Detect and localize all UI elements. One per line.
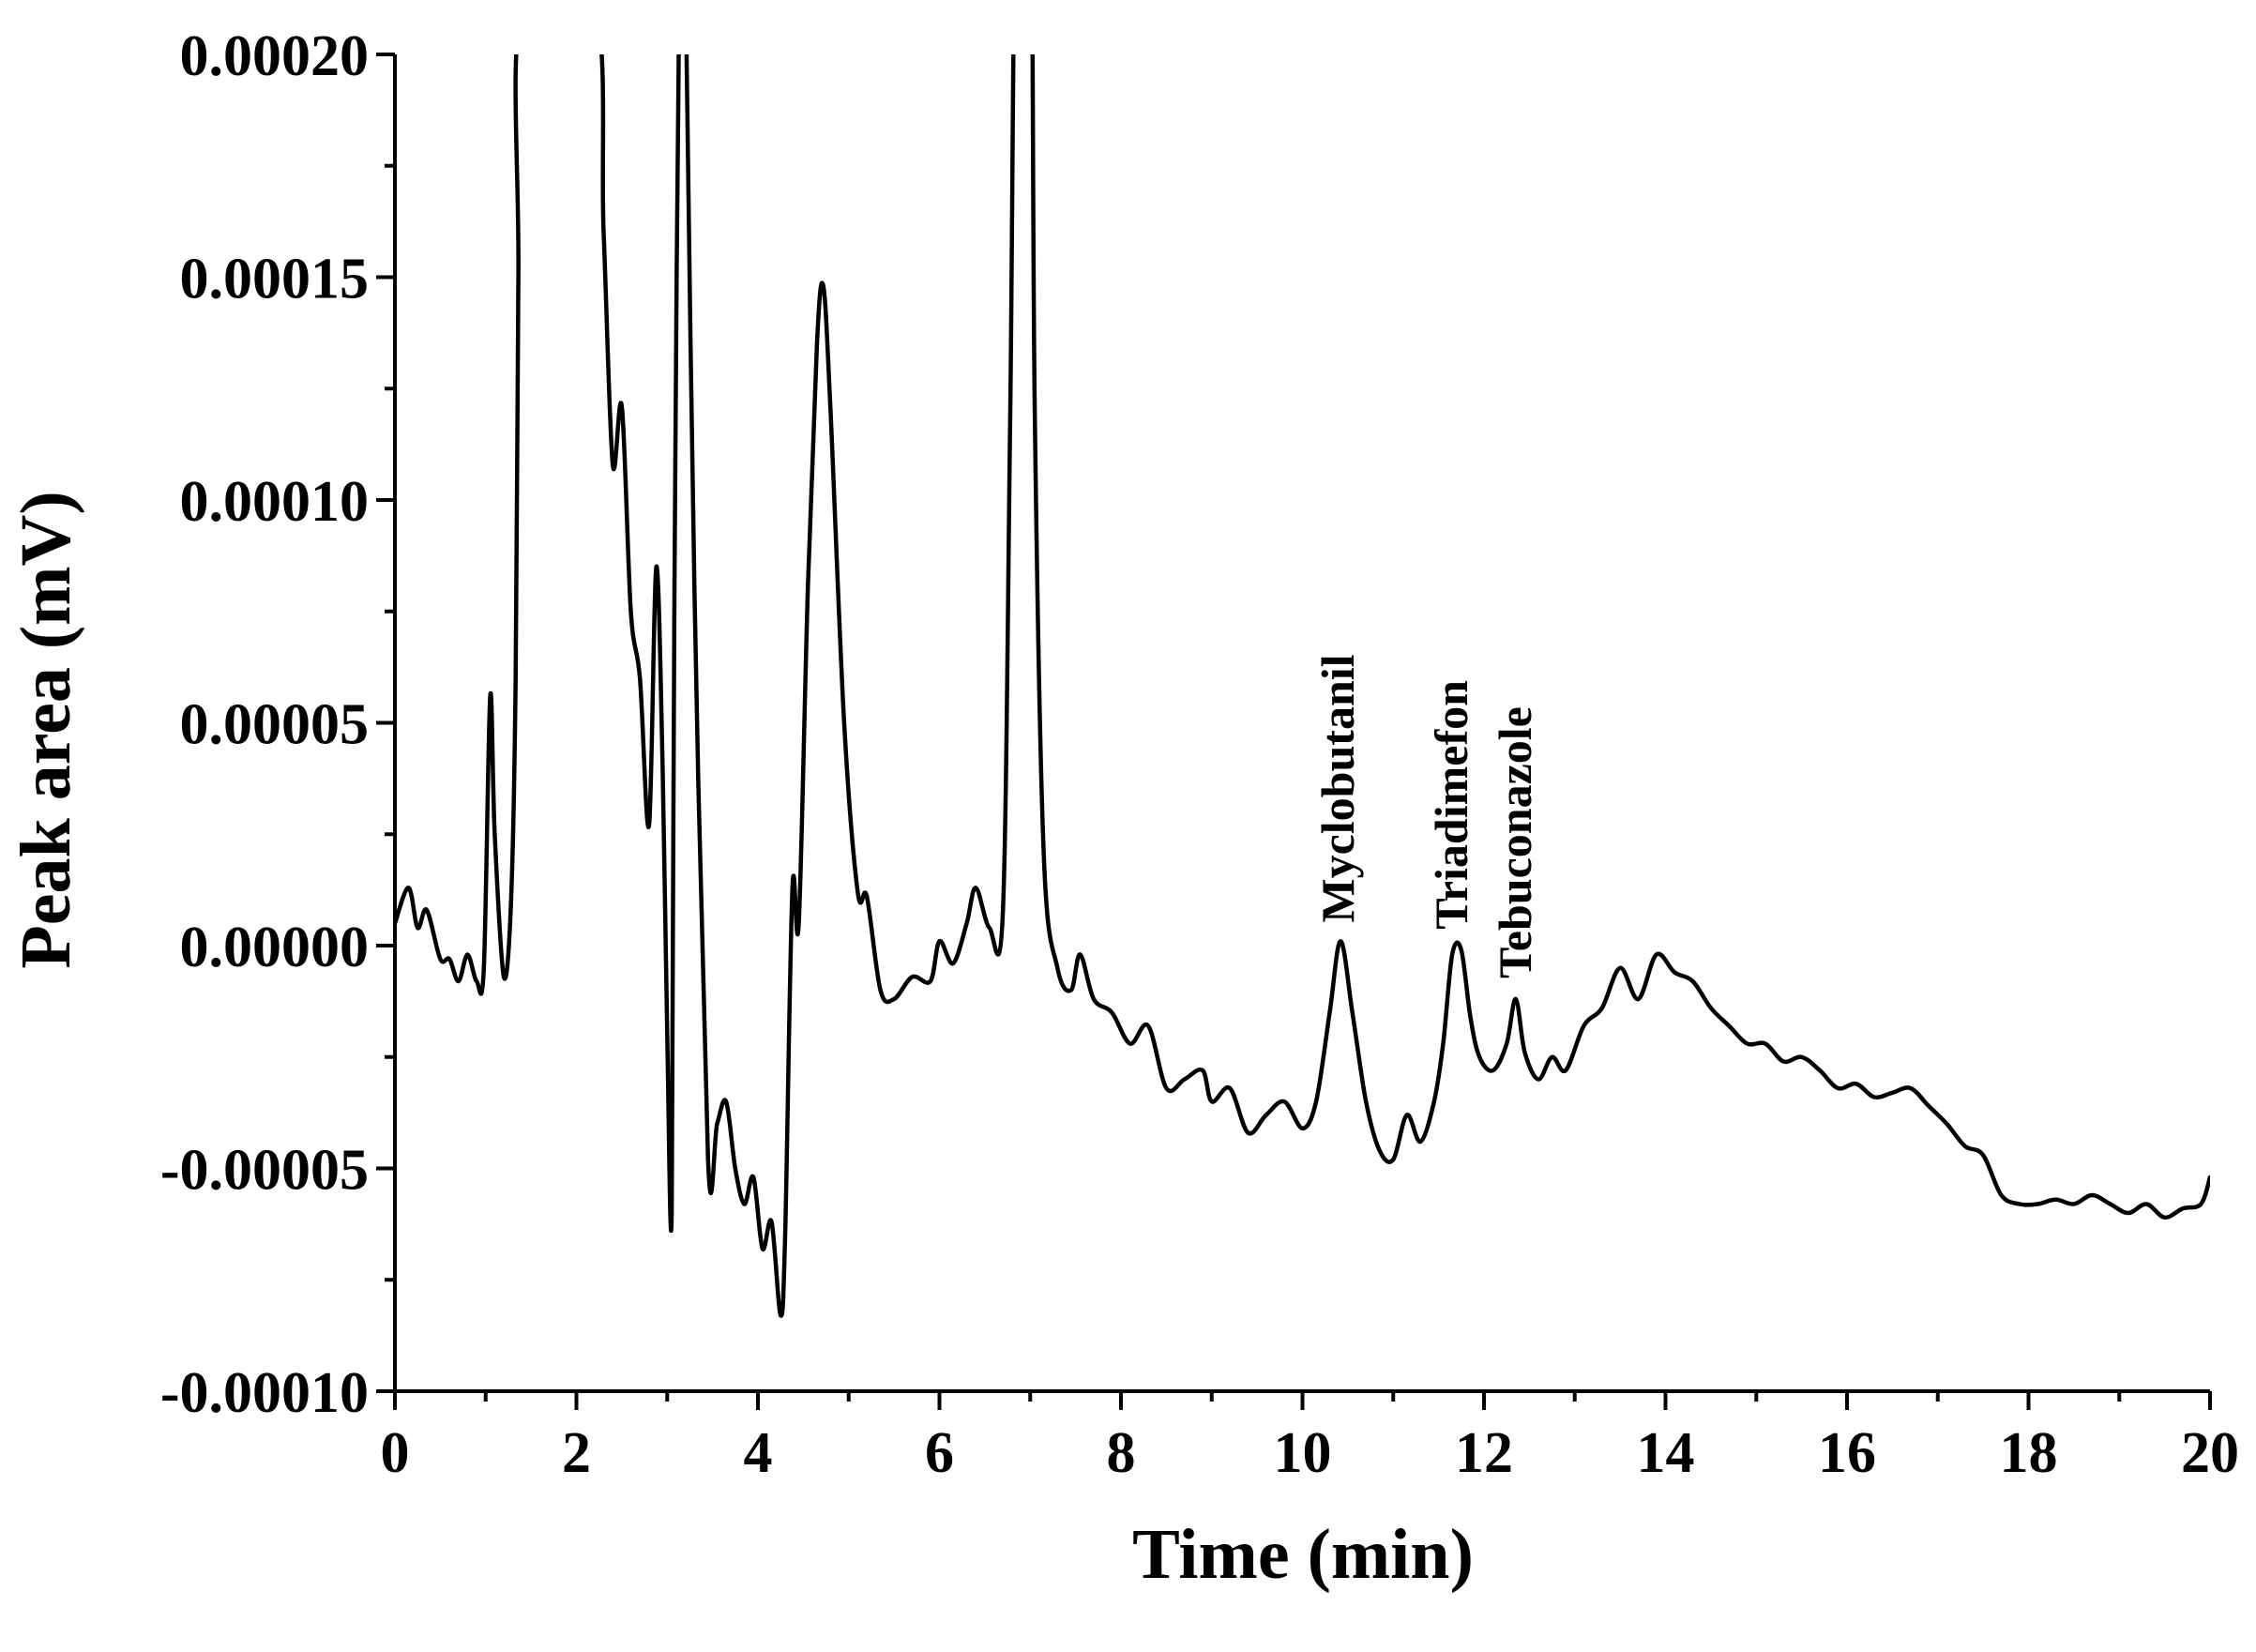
x-tick-label: 8 <box>1107 1421 1136 1485</box>
y-tick-label: 0.00020 <box>180 24 370 88</box>
x-tick-label: 18 <box>2000 1421 2058 1485</box>
x-tick-label: 12 <box>1455 1421 1513 1485</box>
peak-label: Tebuconazole <box>1489 706 1541 978</box>
y-axis-ticks: -0.00010 -0.00005 0.00000 0.00005 0.00010 0.0… <box>160 24 395 1425</box>
y-tick-label: -0.00010 <box>160 1361 369 1425</box>
x-tick-label: 2 <box>562 1421 591 1485</box>
x-tick-label: 0 <box>381 1421 410 1485</box>
x-tick-label: 4 <box>744 1421 773 1485</box>
x-tick-label: 6 <box>925 1421 954 1485</box>
x-tick-label: 20 <box>2181 1421 2239 1485</box>
y-tick-label: 0.00010 <box>180 470 370 534</box>
peak-label: Myclobutanil <box>1311 654 1364 922</box>
y-tick-label: 0.00015 <box>180 248 370 311</box>
y-axis-title: Peak area (mV) <box>7 491 85 968</box>
x-axis-title: Time (min) <box>1132 1515 1474 1594</box>
chromatogram-line <box>395 54 2210 1318</box>
y-tick-label: -0.00005 <box>160 1139 369 1203</box>
x-tick-label: 10 <box>1274 1421 1332 1485</box>
y-tick-label: 0.00000 <box>180 916 370 979</box>
x-axis-ticks: 0 2 4 6 8 10 12 14 16 18 20 <box>381 1391 2239 1485</box>
x-tick-label: 14 <box>1637 1421 1695 1485</box>
peak-label: Triadimefon <box>1425 680 1477 930</box>
y-tick-label: 0.00005 <box>180 693 370 757</box>
x-tick-label: 16 <box>1818 1421 1876 1485</box>
peak-annotations: Myclobutanil Triadimefon Tebuconazole <box>1311 654 1541 978</box>
